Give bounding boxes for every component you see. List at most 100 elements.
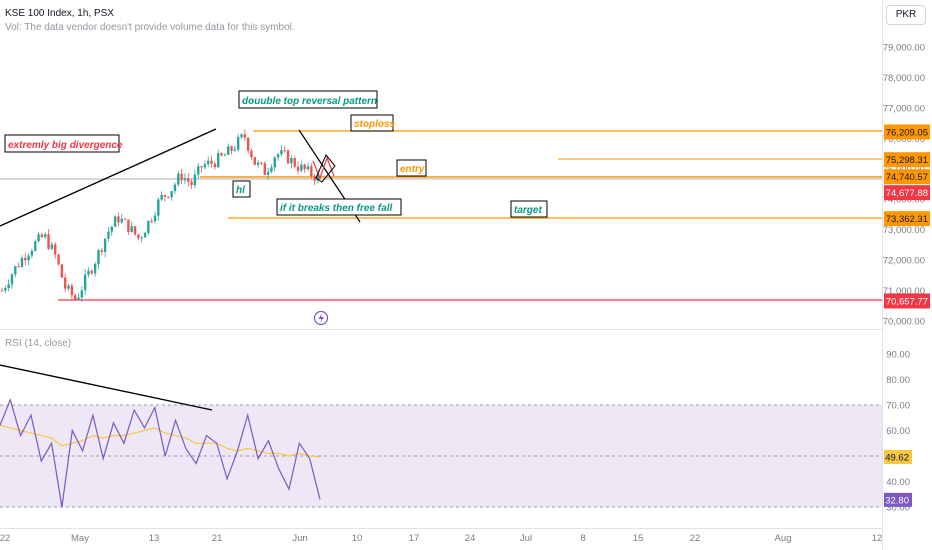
hl-annotation[interactable]: hl (232, 180, 251, 198)
candle-body (140, 237, 143, 239)
candle-body (10, 274, 14, 285)
candle-body (100, 250, 103, 252)
candle-body (153, 215, 157, 222)
candle-body (250, 150, 253, 158)
rsi-tick-label: 80.00 (886, 375, 910, 386)
candle-body (256, 162, 260, 165)
rsi-line (0, 398, 321, 508)
candlestick-series (0, 129, 320, 303)
price-level-value: 76,209.05 (886, 127, 928, 138)
candle-body (243, 134, 247, 138)
price-tick-label: 70,000.00 (883, 317, 925, 328)
candle-body (210, 160, 213, 164)
stoploss-label: stoploss (354, 119, 396, 130)
target-label: target (514, 205, 542, 216)
rsi-tick-label: 40.00 (886, 477, 910, 488)
price-level-value: 74,740.57 (886, 172, 928, 183)
price-tick-label: 72,000.00 (883, 256, 925, 267)
price-tick-label: 79,000.00 (883, 43, 925, 54)
candle-body (14, 266, 17, 275)
price-level-value: 70,657.77 (886, 296, 928, 307)
candle-body (263, 163, 266, 175)
volume-notice: Vol: The data vendor doesn't provide vol… (5, 22, 295, 33)
candle-body (130, 226, 133, 232)
target-annotation[interactable]: target (510, 200, 548, 218)
stoploss-annotation[interactable]: stoploss (350, 114, 396, 132)
entry-annotation[interactable]: entry (396, 159, 427, 177)
rsi-value-badges: 49.62 32.80 (884, 449, 912, 507)
free-fall-annotation[interactable]: if it breaks then free fall (276, 198, 402, 216)
time-tick-label: 10 (352, 533, 363, 544)
candle-body (123, 218, 127, 220)
candle-body (17, 266, 20, 268)
candle-body (0, 290, 4, 292)
candle-body (7, 284, 10, 289)
hl-label: hl (236, 185, 245, 196)
candle-body (300, 164, 303, 171)
candle-body (57, 254, 60, 265)
time-tick-label: Jun (292, 533, 307, 544)
double-top-annotation[interactable]: douuble top reversal pattern (238, 90, 378, 109)
candle-body (230, 146, 233, 151)
price-axis[interactable]: 79,000.0078,000.0077,000.0076,000.0075,0… (883, 43, 925, 328)
flag-box[interactable] (315, 154, 336, 183)
rsi-tick-label: 30.00 (886, 503, 910, 514)
time-tick-label: 22 (0, 533, 10, 544)
candle-body (313, 176, 316, 181)
candle-body (4, 288, 7, 291)
divergence-trendline[interactable] (0, 128, 217, 227)
rsi-tick-label: 60.00 (886, 426, 910, 437)
price-tick-label: 78,000.00 (883, 73, 925, 84)
candle-body (167, 196, 170, 198)
candle-body (233, 149, 237, 151)
candle-body (34, 241, 37, 251)
candle-body (83, 274, 87, 291)
zigzag-projection[interactable] (312, 156, 335, 180)
price-level-badge (884, 293, 930, 309)
divergence-annotation[interactable]: extremly big divergence (4, 134, 123, 153)
candle-body (40, 234, 44, 238)
lightning-icon[interactable] (313, 310, 329, 326)
time-tick-label: Aug (775, 533, 792, 544)
rsi-title[interactable]: RSI (14, close) (5, 338, 72, 349)
time-tick-label: Jul (520, 533, 532, 544)
price-tick-label: 77,000.00 (883, 103, 925, 114)
candle-body (223, 154, 227, 156)
candle-body (60, 264, 64, 278)
time-tick-label: 13 (149, 533, 160, 544)
candle-body (77, 297, 80, 300)
price-tick-label: 71,000.00 (883, 286, 925, 297)
candle-body (213, 163, 217, 168)
price-level-badge (884, 124, 930, 140)
price-level-value: 75,298.31 (886, 155, 928, 166)
symbol-title[interactable]: KSE 100 Index, 1h, PSX (5, 8, 114, 19)
candle-body (283, 150, 286, 152)
price-tick-label: 73,000.00 (883, 225, 925, 236)
candle-body (207, 160, 210, 165)
candle-body (180, 173, 183, 181)
price-level-value: 74,677.88 (886, 188, 928, 199)
candle-body (303, 164, 306, 170)
candle-body (133, 226, 137, 235)
candle-body (226, 146, 230, 155)
candle-body (87, 270, 90, 275)
candle-body (246, 137, 250, 151)
time-tick-label: 22 (690, 533, 701, 544)
rsi-ma-badge (884, 449, 912, 464)
currency-button[interactable]: PKR (886, 5, 926, 25)
candle-body (193, 174, 197, 186)
time-tick-label: 21 (212, 533, 223, 544)
rsi-divergence-trendline[interactable] (0, 364, 213, 411)
candle-body (306, 166, 310, 170)
candle-body (117, 216, 120, 223)
candle-body (240, 134, 243, 138)
candle-body (197, 166, 200, 175)
time-axis[interactable]: 22 May 13 21 Jun 10 17 24 Jul 8 15 22 Aug 12 (0, 533, 882, 544)
candle-body (170, 190, 173, 198)
candle-body (187, 178, 190, 182)
candle-body (97, 250, 100, 265)
candle-body (220, 153, 223, 156)
price-level-badge (884, 211, 930, 227)
